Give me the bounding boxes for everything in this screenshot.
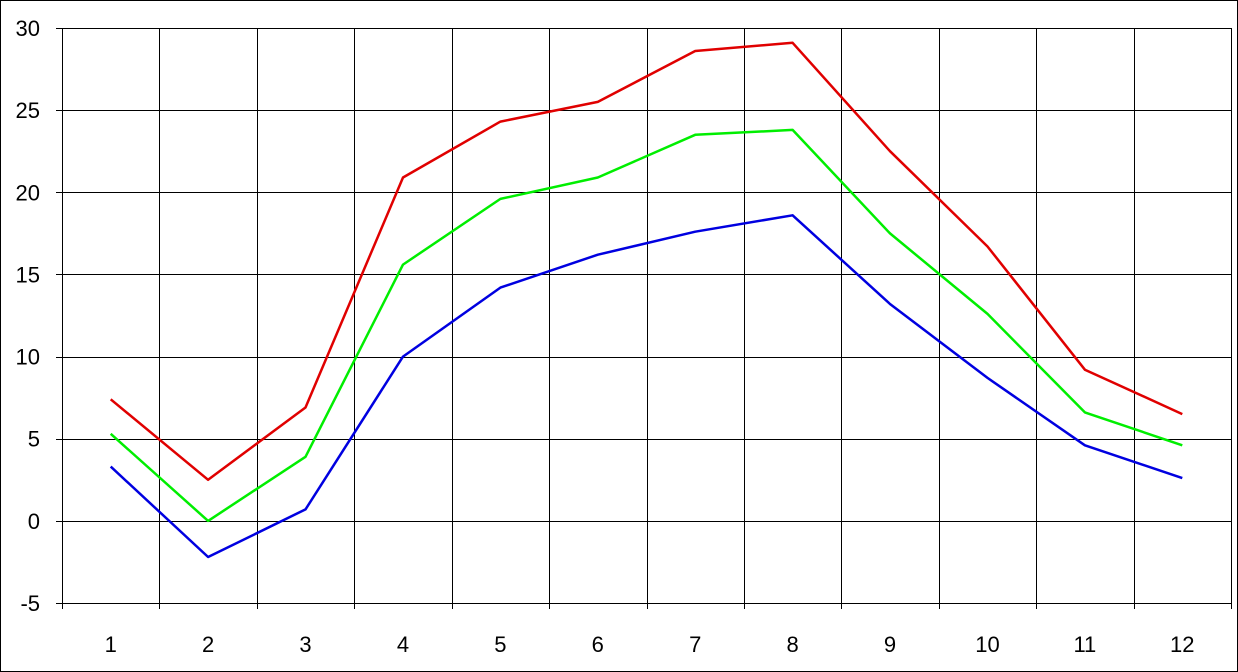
x-axis-ticks: 1 2 3 4 5 6 7 8 9 10 11 12 (105, 632, 1195, 657)
x-tick-label: 11 (1073, 632, 1096, 657)
y-tick-label: 25 (16, 98, 40, 123)
x-tick-label: 6 (592, 632, 604, 657)
y-tick-label: -5 (20, 591, 40, 616)
y-tick-label: 10 (16, 345, 40, 370)
x-tick-label: 10 (975, 632, 999, 657)
x-tick-label: 5 (494, 632, 506, 657)
y-tick-label: 30 (16, 16, 40, 41)
x-tick-label: 12 (1170, 632, 1194, 657)
plot-area-border (62, 28, 1232, 604)
series-lines (109, 41, 1183, 559)
x-tick-label: 8 (787, 632, 799, 657)
y-tick-label: 20 (16, 180, 40, 205)
x-tick-label: 1 (105, 632, 117, 657)
x-tick-label: 2 (202, 632, 214, 657)
series-line-2 (109, 128, 1183, 523)
series-line-3 (109, 214, 1183, 559)
series-line-1 (109, 41, 1183, 482)
x-tick-label: 4 (397, 632, 409, 657)
x-tick-label: 3 (299, 632, 311, 657)
y-tick-label: 0 (28, 509, 40, 534)
grid (56, 28, 1232, 609)
x-tick-label: 7 (689, 632, 701, 657)
y-tick-label: 5 (28, 427, 40, 452)
y-tick-label: 15 (16, 262, 40, 287)
x-tick-label: 9 (884, 632, 896, 657)
y-axis-ticks: -5 0 5 10 15 20 25 30 (16, 16, 40, 616)
